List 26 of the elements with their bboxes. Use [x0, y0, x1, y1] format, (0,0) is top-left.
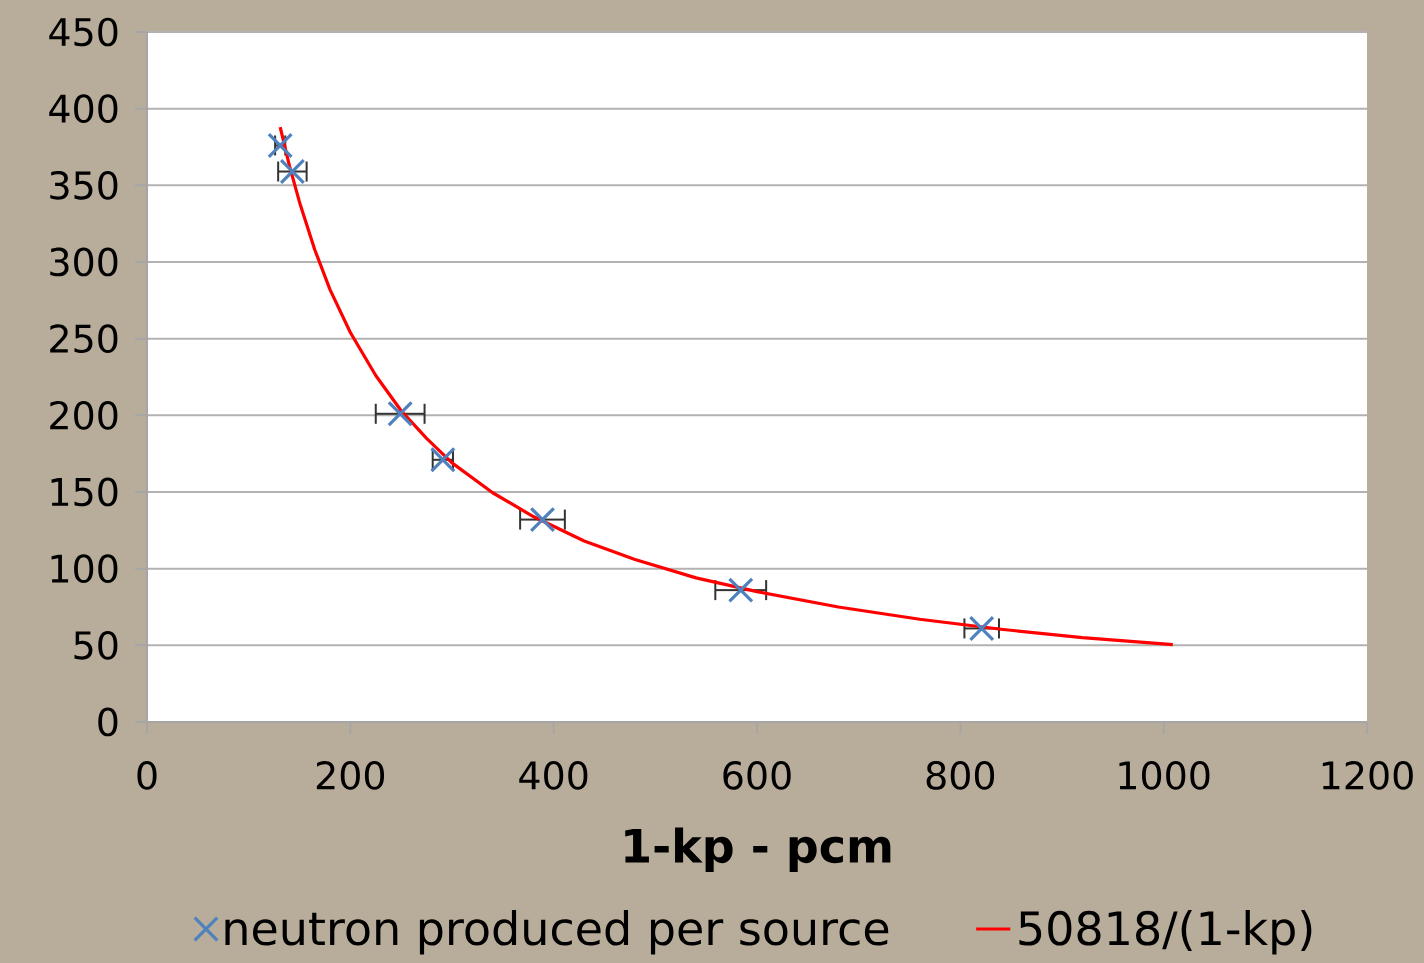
x-tick-label: 1000: [1119, 761, 1210, 790]
x-axis-title: 1-kp - pcm: [625, 827, 891, 873]
point: [727, 577, 754, 604]
x-tick-label: 800: [926, 761, 995, 790]
y-tick-label: 350: [50, 170, 118, 200]
y-tick-label: 300: [50, 247, 118, 277]
y-tick-label: 250: [50, 324, 118, 354]
y-tick-label: 400: [49, 94, 118, 124]
y-tick-label: 150: [51, 477, 118, 507]
point: [529, 506, 556, 533]
point: [387, 400, 414, 427]
point: [267, 132, 294, 159]
y-tick-label: 0: [98, 707, 118, 737]
x-tick-label: 200: [316, 761, 385, 790]
point: [968, 615, 995, 642]
legend-label: 50818/(1-kp): [1019, 909, 1312, 955]
x-tick-label: 1200: [1322, 761, 1413, 790]
y-tick-label: 50: [74, 630, 118, 660]
y-tick-label: 200: [50, 400, 118, 430]
x-tick-label: 0: [137, 761, 157, 790]
legend-label: neutron produced per source: [225, 909, 889, 955]
y-tick-label: 100: [51, 554, 118, 584]
x-tick-label: 600: [723, 761, 791, 790]
y-tick-label: 450: [49, 17, 118, 47]
x-tick-label: 400: [519, 761, 588, 790]
line-series: [278, 125, 1175, 647]
